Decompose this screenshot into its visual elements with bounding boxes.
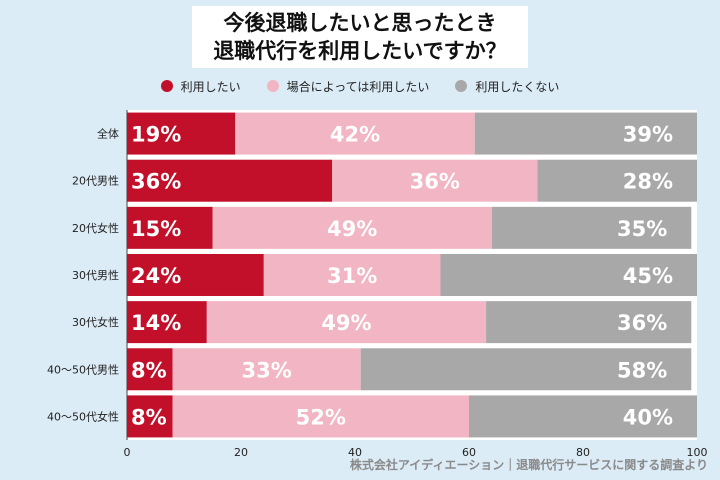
bar-segment	[263, 253, 441, 296]
bar-value-label: 40%	[623, 405, 673, 429]
legend: 利用したい 場合によっては利用したい 利用したくない	[0, 76, 720, 96]
bar-segment	[127, 301, 207, 344]
legend-item-maybe: 場合によっては利用したい	[266, 78, 430, 95]
category-label: 20代男性	[72, 174, 119, 188]
bar-segment	[212, 206, 492, 249]
bar-value-label: 39%	[623, 123, 673, 147]
legend-item-no: 利用したくない	[455, 78, 559, 95]
bar-segment	[172, 395, 469, 438]
legend-label-maybe: 場合によっては利用したい	[286, 79, 430, 94]
category-label: 30代女性	[72, 315, 119, 329]
x-tick-label: 80	[576, 446, 590, 459]
bar-value-label: 8%	[131, 358, 167, 382]
bar-value-label: 14%	[131, 311, 181, 335]
x-tick-label: 20	[234, 446, 248, 459]
bar-segment	[127, 395, 173, 438]
bar-value-label: 42%	[330, 123, 380, 147]
bar-segment	[360, 348, 692, 391]
legend-label-no: 利用したくない	[475, 79, 560, 94]
bar-segment	[127, 159, 333, 202]
x-tick-label: 100	[687, 446, 708, 459]
legend-item-use: 利用したい	[160, 78, 241, 95]
chart-title-line-1: 今後退職したいと思ったとき	[223, 11, 497, 35]
bar-value-label: 45%	[623, 264, 673, 288]
category-label: 全体	[97, 127, 119, 141]
bar-value-label: 36%	[617, 311, 667, 335]
bar-value-label: 36%	[410, 170, 460, 194]
x-tick-label: 40	[348, 446, 362, 459]
x-tick-label: 0	[124, 446, 131, 459]
category-label: 40～50代男性	[47, 362, 119, 376]
title-box: 今後退職したいと思ったとき 退職代行を利用したいですか？	[192, 6, 528, 68]
legend-swatch-use	[160, 80, 173, 92]
bar-segment	[127, 112, 236, 155]
bar-segment	[235, 112, 475, 155]
legend-label-use: 利用したい	[180, 79, 241, 94]
bar-value-label: 49%	[321, 311, 371, 335]
bar-segment	[127, 348, 173, 391]
x-tick-label: 60	[462, 446, 476, 459]
chart-title-line-2: 退職代行を利用したいですか？	[213, 39, 507, 63]
bar-segment	[469, 395, 697, 438]
category-label: 20代女性	[72, 221, 119, 235]
category-label: 30代男性	[72, 268, 119, 282]
bar-value-label: 8%	[131, 405, 167, 429]
bar-value-label: 35%	[617, 217, 667, 241]
bar-value-label: 15%	[131, 217, 181, 241]
bar-segment	[127, 253, 264, 296]
bar-segment	[440, 253, 697, 296]
bar-value-label: 36%	[131, 170, 181, 194]
category-label: 40～50代女性	[47, 409, 119, 423]
bar-segment	[486, 301, 692, 344]
bar-segment	[332, 159, 538, 202]
bar-value-label: 33%	[242, 358, 292, 382]
bar-value-label: 28%	[623, 170, 673, 194]
bar-value-label: 58%	[617, 358, 667, 382]
bar-value-label: 49%	[327, 217, 377, 241]
bar-segment	[491, 206, 692, 249]
bar-value-label: 31%	[327, 264, 377, 288]
bar-segment	[537, 159, 697, 202]
bar-value-label: 52%	[296, 405, 346, 429]
legend-swatch-maybe	[266, 80, 279, 92]
bar-value-label: 24%	[131, 264, 181, 288]
bar-segment	[206, 301, 487, 344]
bar-segment	[474, 112, 697, 155]
legend-swatch-no	[455, 80, 468, 92]
bar-segment	[127, 206, 213, 249]
bar-value-label: 19%	[131, 123, 181, 147]
bar-segment	[172, 348, 361, 391]
source-footer: 株式会社アイディエーション｜退職代行サービスに関する調査より	[349, 458, 708, 472]
